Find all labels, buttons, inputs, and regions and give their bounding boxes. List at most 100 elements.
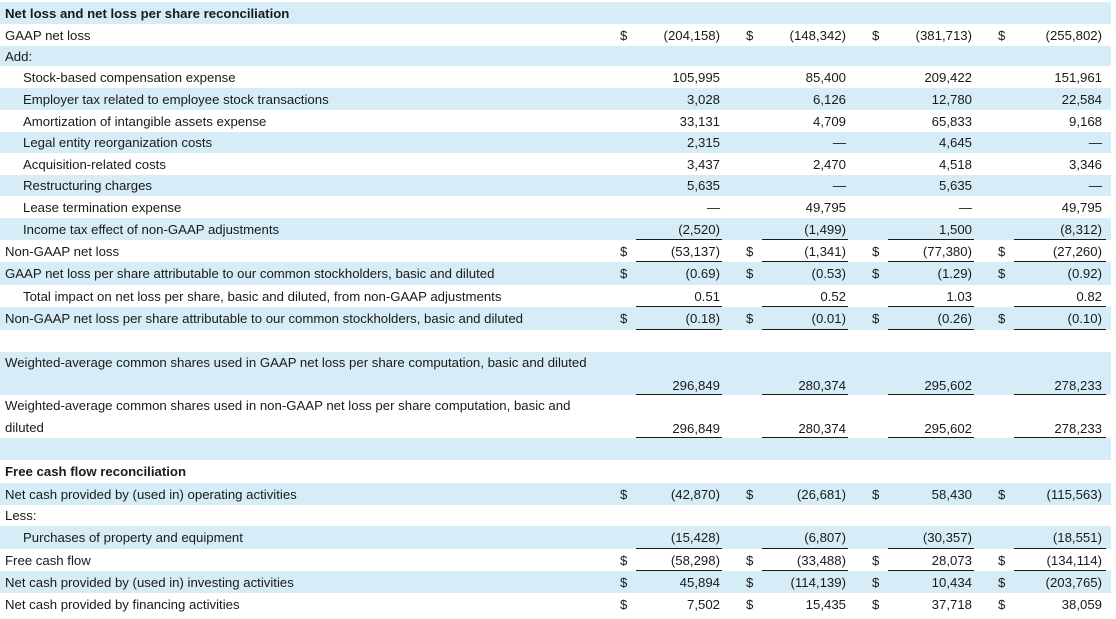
value-cell: 12,780 [931,91,972,107]
value-cell: — [706,199,720,215]
value-cell: (1,499) [804,221,846,237]
currency-symbol: $ [746,266,754,281]
row-label: Non-GAAP net loss per share attributable… [5,311,524,326]
value-cell: 28,073 [931,552,972,568]
row-label: Restructuring charges [23,178,153,193]
table-row: Income tax effect of non-GAAP adjustment… [0,218,1111,240]
row-label: GAAP net loss [5,27,91,43]
table-row: Net cash provided by (used in) operating… [0,483,1111,505]
row-label: Less: [5,508,37,523]
value-cell: 295,602 [924,421,972,436]
value-cell: (6,807) [804,530,846,545]
table-row: GAAP net loss $ (204,158) $ (148,342) $ (381,7… [0,24,1111,46]
currency-symbol: $ [998,574,1006,590]
currency-symbol: $ [872,596,880,612]
underline-rule [888,329,974,330]
value-cell: — [832,178,846,193]
currency-symbol: $ [872,552,880,568]
value-cell: (148,342) [789,27,846,43]
value-cell: (33,488) [796,552,846,568]
table-row: Legal entity reorganization costs 2,315 — 4… [0,132,1111,153]
currency-symbol: $ [746,574,754,590]
value-cell: 278,233 [1054,378,1102,393]
value-cell: 4,645 [938,135,972,150]
value-cell: (255,802) [1045,27,1102,43]
table-row: Non-GAAP net loss $ (53,137) $ (1,341) $ (77,3… [0,240,1111,262]
underline-rule [888,548,974,549]
currency-symbol: $ [620,552,628,568]
row-label: GAAP net loss per share attributable to … [5,266,495,281]
value-cell: 296,849 [672,378,720,393]
row-label: Net cash provided by financing activitie… [5,596,240,612]
row-label: Free cash flow [5,552,91,568]
value-cell: 7,502 [686,596,720,612]
value-cell: — [958,199,972,215]
value-cell: (58,298) [670,552,720,568]
value-cell: 209,422 [924,69,972,85]
currency-symbol: $ [746,27,754,43]
value-cell: 4,709 [812,113,846,129]
currency-symbol: $ [746,552,754,568]
value-cell: (15,428) [670,530,720,545]
value-cell: 10,434 [931,574,972,590]
value-cell: (0.01) [811,311,846,326]
table-row: Restructuring charges 5,635 — 5,635 — [0,175,1111,196]
value-cell: 85,400 [805,69,846,85]
row-label [5,438,610,460]
value-cell: 5,635 [686,178,720,193]
value-cell: 45,894 [679,574,720,590]
row-label: Non-GAAP net loss [5,243,120,259]
value-cell: (114,139) [790,574,846,590]
value-cell: 1.03 [946,288,972,304]
row-label: Weighted-average common shares used in n… [5,398,571,435]
value-cell: — [1088,135,1102,150]
value-cell: (134,114) [1046,552,1102,568]
currency-symbol: $ [872,311,880,326]
table-row: Add: [0,46,1111,66]
table-row: Non-GAAP net loss per share attributable… [0,307,1111,330]
currency-symbol: $ [998,266,1006,281]
underline-rule [888,437,974,438]
underline-rule [636,437,722,438]
value-cell: (53,137) [670,243,720,259]
value-cell: 15,435 [805,596,846,612]
currency-symbol: $ [746,243,754,259]
row-label: Purchases of property and equipment [23,530,243,545]
value-cell: (204,158) [663,27,720,43]
table-row [0,330,1111,352]
value-cell: 6,126 [812,91,846,107]
underline-rule [888,261,974,262]
value-cell: (1,341) [804,243,846,259]
currency-symbol: $ [620,486,628,502]
value-cell: (0.69) [685,266,720,281]
row-label: Net cash provided by (used in) operating… [5,486,297,502]
currency-symbol: $ [998,27,1006,43]
currency-symbol: $ [998,243,1006,259]
underline-rule [762,394,848,395]
value-cell: 151,961 [1054,69,1102,85]
value-cell: (30,357) [922,530,972,545]
table-row: Total impact on net loss per share, basi… [0,285,1111,307]
row-label: Add: [5,48,33,64]
table-row: Net cash provided by financing activitie… [0,593,1111,615]
value-cell: (0.18) [685,311,720,326]
table-row: Employer tax related to employee stock t… [0,88,1111,110]
value-cell: (1.29) [937,266,972,281]
row-label: Weighted-average common shares used in G… [5,355,587,370]
value-cell: (8,312) [1060,221,1102,237]
table-row: Weighted-average common shares used in n… [0,395,1111,438]
row-label: Net loss and net loss per share reconcil… [5,5,290,21]
value-cell: (0.26) [937,311,972,326]
underline-rule [762,261,848,262]
currency-symbol: $ [746,311,754,326]
underline-rule [1014,548,1106,549]
value-cell: (2,520) [678,221,720,237]
currency-symbol: $ [998,552,1006,568]
row-label [5,330,610,352]
value-cell: (203,765) [1045,574,1102,590]
underline-rule [762,437,848,438]
row-label: Net cash provided by (used in) investing… [5,574,294,590]
underline-rule [636,570,722,571]
value-cell: 38,059 [1061,596,1102,612]
value-cell: — [832,135,846,150]
